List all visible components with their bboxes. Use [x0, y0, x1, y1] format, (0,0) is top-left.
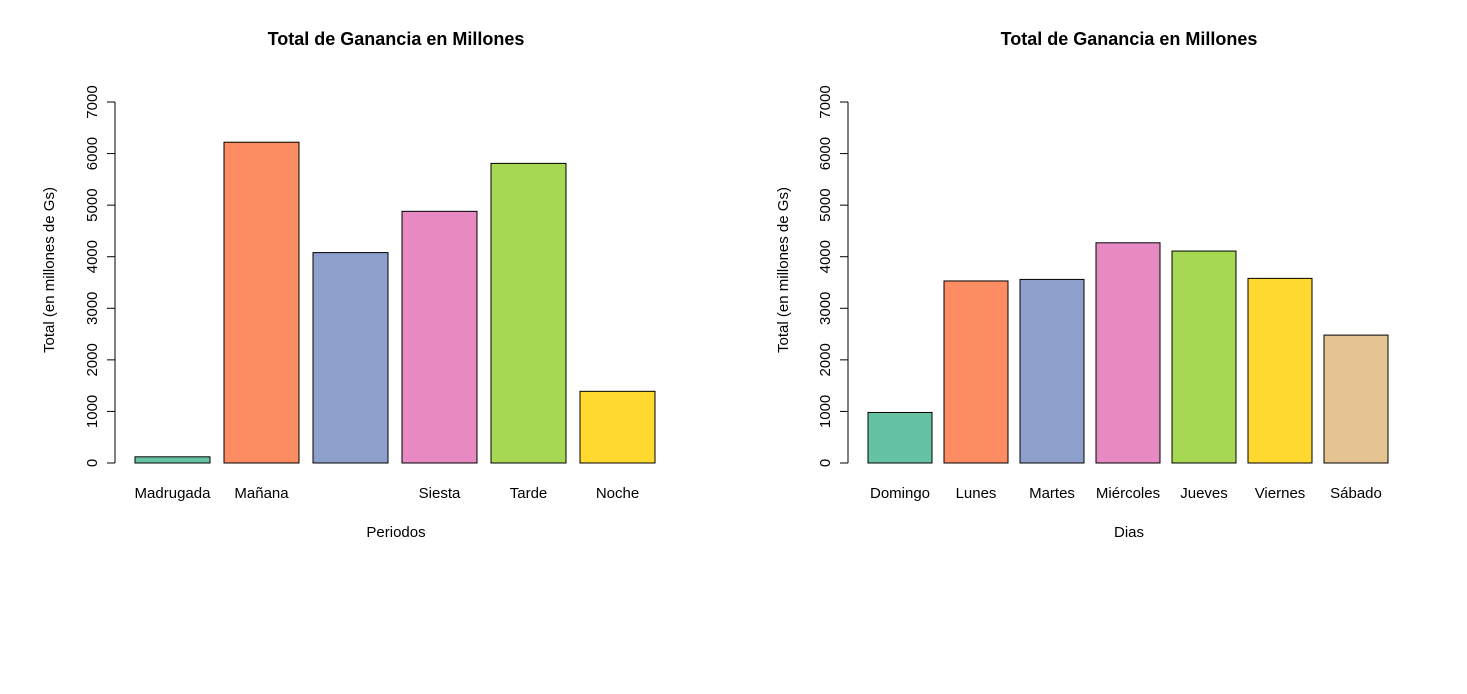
- y-tick-label: 2000: [84, 343, 101, 376]
- bar-plot-area: [134, 141, 656, 464]
- x-tick-label: Siesta: [419, 485, 461, 502]
- x-tick-label: Lunes: [956, 485, 997, 502]
- x-axis-labels: Madrugada Mañana Siesta Tarde Noche: [135, 485, 640, 502]
- x-tick-label: Noche: [596, 485, 639, 502]
- bar-tarde: [490, 162, 567, 464]
- bar-unlabeled: [312, 252, 389, 464]
- y-tick-label: 0: [84, 459, 101, 467]
- x-tick-label: Sábado: [1330, 485, 1382, 502]
- y-axis-title: Total (en millones de Gs): [775, 187, 792, 353]
- y-axis: 0 1000 2000 3000 4000 5000 6000 7000: [817, 85, 849, 467]
- y-tick-label: 6000: [817, 137, 834, 170]
- x-tick-label: Madrugada: [135, 485, 212, 502]
- x-axis-title: Periodos: [366, 524, 425, 541]
- x-tick-label: Domingo: [870, 485, 930, 502]
- x-axis-title: Dias: [1114, 524, 1144, 541]
- bar-martes: [1019, 278, 1085, 464]
- y-tick-label: 7000: [84, 85, 101, 118]
- y-tick-label: 4000: [817, 240, 834, 273]
- y-tick-label: 2000: [817, 343, 834, 376]
- x-tick-label: Miércoles: [1096, 485, 1160, 502]
- x-axis-labels: Domingo Lunes Martes Miércoles Jueves Viernes…: [870, 485, 1382, 502]
- bar-madrugada: [134, 456, 211, 464]
- y-tick-label: 4000: [84, 240, 101, 273]
- bar-mañana: [223, 141, 300, 464]
- y-tick-label: 1000: [817, 395, 834, 428]
- bar-miércoles: [1095, 242, 1161, 464]
- y-tick-label: 5000: [84, 188, 101, 221]
- bar-jueves: [1171, 250, 1237, 464]
- chart-title: Total de Ganancia en Millones: [268, 29, 525, 49]
- y-tick-label: 5000: [817, 188, 834, 221]
- bar-sábado: [1323, 334, 1389, 464]
- y-tick-label: 6000: [84, 137, 101, 170]
- y-tick-label: 7000: [817, 85, 834, 118]
- y-tick-label: 3000: [817, 292, 834, 325]
- y-tick-label: 1000: [84, 395, 101, 428]
- chart-dias: Total de Ganancia en Millones 0 1000 2000 3…: [775, 29, 1389, 541]
- y-axis-title: Total (en millones de Gs): [41, 187, 58, 353]
- chart-periodos: Total de Ganancia en Millones 0 1000 2000 3…: [41, 29, 656, 541]
- y-tick-label: 0: [817, 459, 834, 467]
- x-tick-label: Martes: [1029, 485, 1075, 502]
- x-tick-label: Viernes: [1255, 485, 1306, 502]
- y-axis: 0 1000 2000 3000 4000 5000 6000 7000: [84, 85, 116, 467]
- bar-viernes: [1247, 277, 1313, 464]
- bar-noche: [579, 390, 656, 464]
- bar-plot-area: [867, 242, 1389, 464]
- bar-lunes: [943, 280, 1009, 464]
- x-tick-label: Jueves: [1180, 485, 1228, 502]
- x-tick-label: Tarde: [510, 485, 548, 502]
- x-tick-label: Mañana: [234, 485, 289, 502]
- bar-siesta: [401, 210, 478, 464]
- chart-title: Total de Ganancia en Millones: [1001, 29, 1258, 49]
- y-tick-label: 3000: [84, 292, 101, 325]
- bar-domingo: [867, 411, 933, 464]
